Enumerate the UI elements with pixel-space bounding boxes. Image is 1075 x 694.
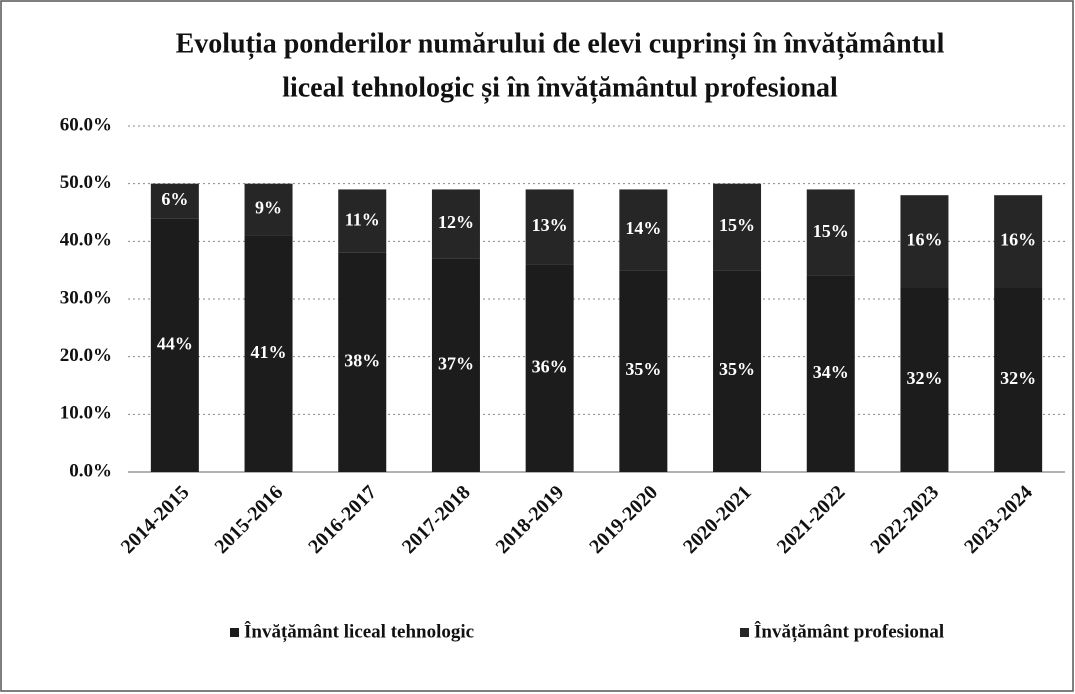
data-label: 44% xyxy=(157,333,193,353)
bar-segment xyxy=(431,189,480,259)
data-label: 36% xyxy=(532,356,568,376)
x-tick-label: 2014-2015 xyxy=(117,481,194,558)
bar-segment xyxy=(338,252,387,472)
x-tick-label: 2015-2016 xyxy=(210,481,287,558)
bar-segment xyxy=(150,218,199,472)
bar-segment xyxy=(994,195,1043,288)
data-label: 14% xyxy=(625,218,661,238)
y-tick-label: 40.0% xyxy=(60,230,112,251)
x-tick-label: 2021-2022 xyxy=(773,481,850,558)
data-label: 32% xyxy=(906,368,942,388)
x-tick-label: 2018-2019 xyxy=(492,481,569,558)
data-label: 16% xyxy=(906,229,942,249)
data-label: 41% xyxy=(251,342,287,362)
bar-segment xyxy=(619,189,668,271)
legend-label: Învățământ liceal tehnologic xyxy=(244,620,474,642)
x-tick-label: 2020-2021 xyxy=(679,481,756,558)
bar-segment xyxy=(244,235,293,472)
legend-marker xyxy=(230,628,239,637)
data-label: 37% xyxy=(438,353,474,373)
x-tick-label: 2017-2018 xyxy=(398,481,475,558)
data-label: 32% xyxy=(1000,368,1036,388)
data-label: 15% xyxy=(719,215,755,235)
bar-segment xyxy=(900,287,949,472)
bar-segment xyxy=(806,275,855,472)
data-label: 38% xyxy=(344,351,380,371)
bar-segment xyxy=(900,195,949,288)
y-tick-label: 20.0% xyxy=(60,345,112,366)
x-tick-label: 2022-2023 xyxy=(866,481,943,558)
data-label: 12% xyxy=(438,212,474,232)
x-tick-label: 2016-2017 xyxy=(304,481,381,558)
x-tick-label: 2019-2020 xyxy=(585,481,662,558)
y-tick-label: 30.0% xyxy=(60,287,112,308)
bar-segment xyxy=(619,270,668,472)
bar-segment xyxy=(525,189,574,265)
bar-segment xyxy=(806,189,855,276)
bar-segment xyxy=(713,183,762,271)
bar-segment xyxy=(431,258,480,472)
legend-label: Învățământ profesional xyxy=(754,620,944,642)
chart-title: liceal tehnologic și în învățământul pro… xyxy=(282,72,838,103)
data-label: 6% xyxy=(161,189,188,209)
y-tick-label: 60.0% xyxy=(60,114,112,135)
x-tick-label: 2023-2024 xyxy=(960,481,1037,558)
data-label: 11% xyxy=(345,209,380,229)
y-tick-label: 10.0% xyxy=(60,403,112,424)
bar-segment xyxy=(994,287,1043,472)
data-label: 13% xyxy=(532,215,568,235)
bar-segment xyxy=(338,189,387,253)
data-label: 34% xyxy=(813,362,849,382)
data-label: 16% xyxy=(1000,229,1036,249)
y-tick-label: 0.0% xyxy=(69,460,112,481)
chart-title: Evoluția ponderilor numărului de elevi c… xyxy=(176,28,945,59)
bar-segment xyxy=(713,270,762,472)
data-label: 15% xyxy=(813,221,849,241)
y-tick-label: 50.0% xyxy=(60,172,112,193)
data-label: 35% xyxy=(719,359,755,379)
bar-segment xyxy=(244,183,293,236)
bar-segment xyxy=(525,264,574,472)
legend-marker xyxy=(740,628,749,637)
bar-segment xyxy=(150,183,199,219)
data-label: 9% xyxy=(255,198,282,218)
data-label: 35% xyxy=(625,359,661,379)
